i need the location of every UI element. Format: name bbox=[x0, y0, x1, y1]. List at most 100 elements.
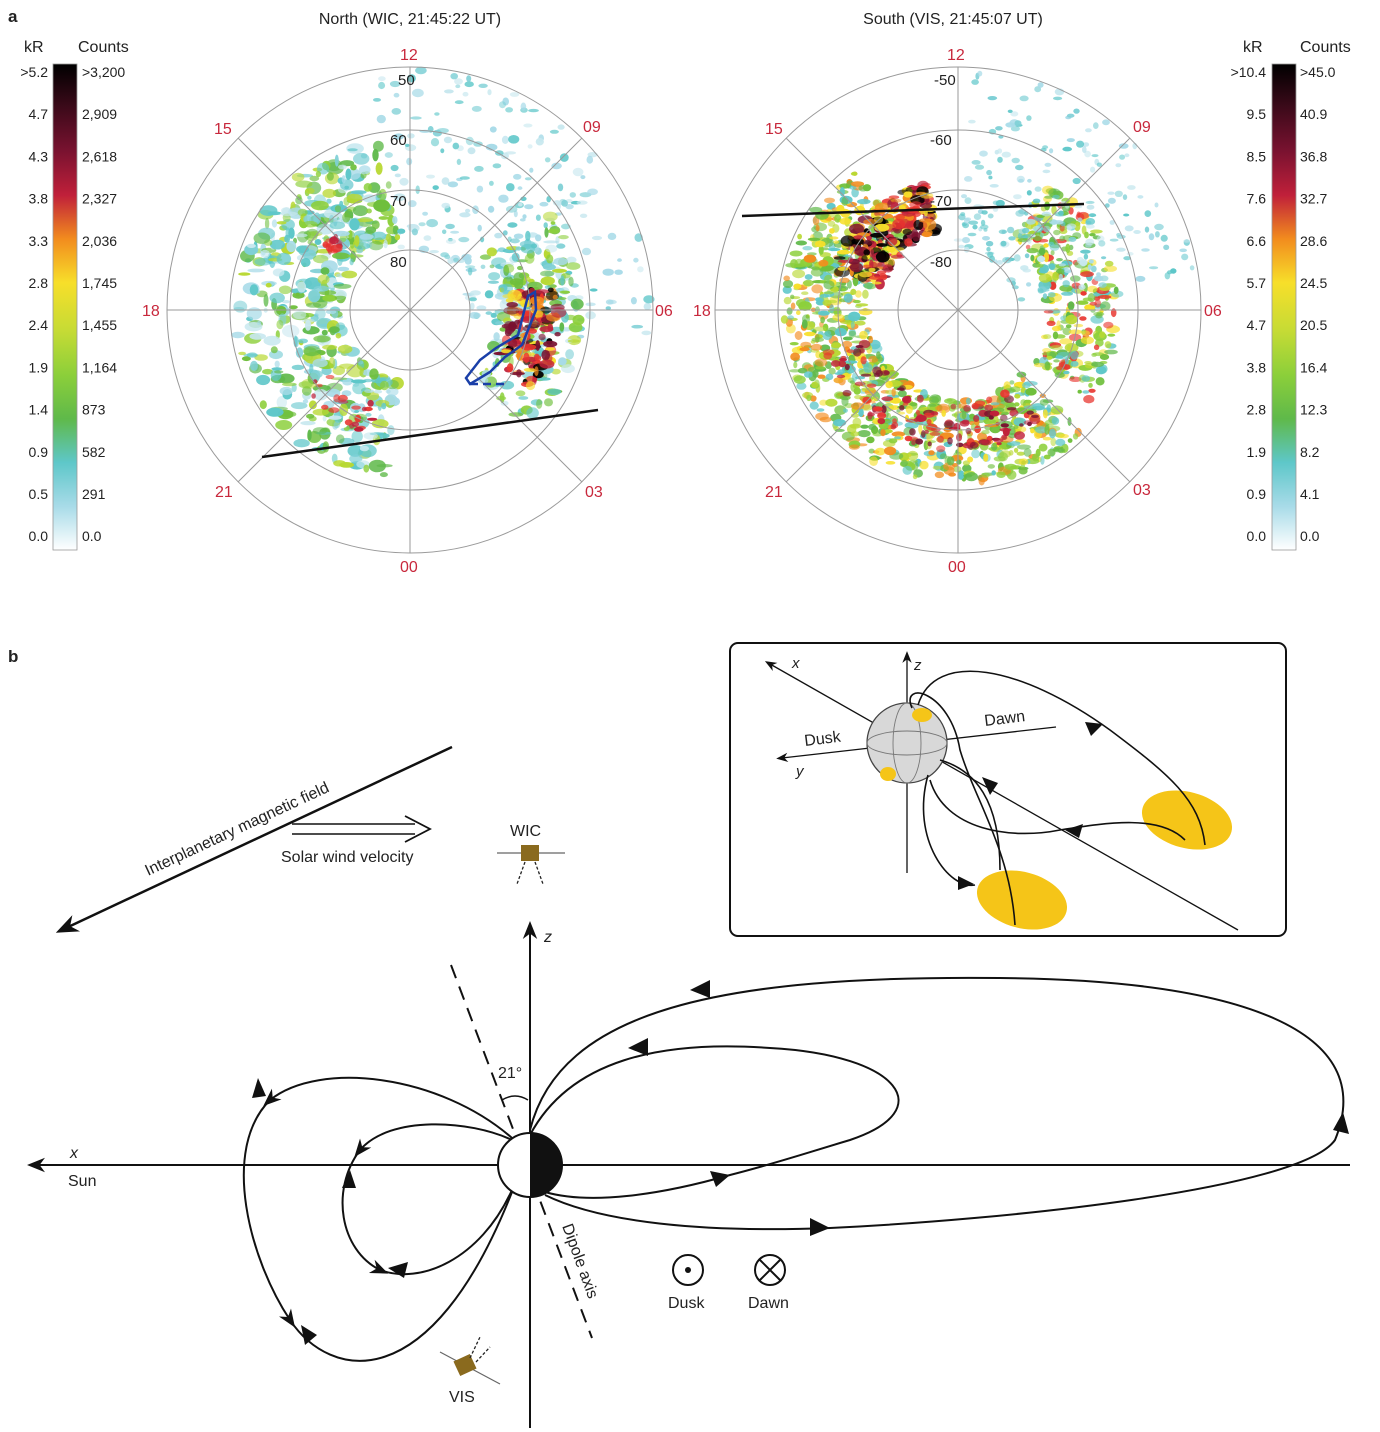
north-aurora-speck bbox=[347, 444, 364, 457]
north-mlt-12: 12 bbox=[400, 47, 418, 64]
south-aurora-speck bbox=[928, 450, 935, 456]
south-aurora-speck bbox=[1038, 247, 1046, 256]
south-aurora-speck bbox=[1102, 119, 1110, 126]
north-aurora-speck bbox=[485, 143, 498, 151]
south-aurora-speck bbox=[948, 472, 956, 477]
south-aurora-speck bbox=[943, 420, 955, 429]
north-aurora-speck bbox=[306, 413, 315, 419]
north-aurora-speck bbox=[367, 399, 374, 407]
north-aurora-speck bbox=[328, 357, 336, 369]
north-aurora-speck bbox=[385, 181, 392, 189]
north-aurora-speck bbox=[566, 256, 577, 264]
south-aurora-speck bbox=[1026, 282, 1032, 287]
south-aurora-speck bbox=[866, 383, 877, 388]
north-aurora-speck bbox=[462, 91, 469, 97]
north-aurora-speck bbox=[362, 194, 377, 203]
north-aurora-speck bbox=[311, 393, 316, 399]
south-aurora-speck bbox=[962, 464, 972, 473]
south-aurora-speck bbox=[963, 246, 970, 253]
north-aurora-speck bbox=[272, 268, 285, 277]
north-aurora-speck bbox=[238, 351, 247, 356]
north-aurora-speck bbox=[312, 408, 329, 416]
north-aurora-speck bbox=[565, 349, 574, 360]
south-aurora-speck bbox=[825, 398, 838, 407]
north-aurora-speck bbox=[389, 80, 401, 88]
south-aurora-speck bbox=[831, 342, 842, 349]
south-aurora-speck bbox=[981, 430, 990, 435]
panel-b-label: b bbox=[8, 647, 18, 666]
north-aurora-speck bbox=[355, 218, 374, 223]
north-aurora-speck bbox=[557, 124, 565, 130]
south-aurora-speck bbox=[852, 276, 859, 287]
south-aurora-speck bbox=[987, 464, 995, 469]
north-aurora-speck bbox=[501, 349, 512, 354]
wic-label: WIC bbox=[510, 823, 541, 840]
north-aurora-speck bbox=[505, 325, 515, 335]
north-aurora-speck bbox=[505, 151, 517, 155]
south-aurora-speck bbox=[1098, 364, 1108, 374]
inset-z-label: z bbox=[913, 657, 922, 674]
north-aurora-speck bbox=[378, 81, 386, 90]
south-aurora-speck bbox=[797, 367, 808, 374]
north-aurora-speck bbox=[561, 364, 575, 374]
north-aurora-speck bbox=[406, 157, 413, 166]
south-aurora-speck bbox=[1040, 455, 1045, 465]
north-aurora-speck bbox=[311, 200, 329, 211]
south-aurora-speck bbox=[799, 347, 810, 352]
south-aurora-speck bbox=[790, 294, 795, 300]
south-aurora-speck bbox=[876, 270, 887, 275]
south-aurora-speck bbox=[819, 399, 828, 406]
south-aurora-speck bbox=[1055, 438, 1066, 446]
south-aurora-speck bbox=[1027, 421, 1032, 427]
south-aurora-speck bbox=[984, 404, 993, 411]
north-aurora-speck bbox=[534, 355, 542, 362]
south-aurora-speck bbox=[855, 345, 864, 349]
south-aurora-speck bbox=[1082, 390, 1090, 394]
left-scale-kr-tick: 4.3 bbox=[29, 148, 49, 164]
north-aurora-speck bbox=[515, 246, 522, 251]
south-aurora-speck bbox=[1020, 399, 1027, 406]
south-aurora-speck bbox=[1077, 389, 1082, 394]
north-aurora-speck bbox=[308, 400, 317, 410]
north-aurora-speck bbox=[614, 269, 623, 275]
north-aurora-speck bbox=[570, 298, 584, 310]
left-scale-kr-tick: 2.8 bbox=[29, 275, 49, 291]
north-aurora-speck bbox=[544, 157, 551, 163]
north-blue-contour bbox=[464, 289, 538, 386]
north-aurora-speck bbox=[450, 73, 459, 80]
south-aurora-speck bbox=[887, 237, 898, 246]
south-aurora-speck bbox=[963, 405, 971, 412]
north-aurora-speck bbox=[372, 148, 379, 162]
north-aurora-speck bbox=[288, 227, 295, 239]
north-aurora-speck bbox=[552, 268, 567, 273]
south-aurora-speck bbox=[1049, 244, 1060, 251]
north-aurora-speck bbox=[381, 402, 387, 410]
north-aurora-speck bbox=[546, 196, 551, 203]
south-aurora-speck bbox=[1089, 301, 1097, 306]
south-aurora-speck bbox=[1101, 256, 1107, 260]
south-aurora-speck bbox=[841, 372, 851, 380]
north-aurora-speck bbox=[544, 285, 551, 289]
north-aurora-speck bbox=[276, 319, 284, 330]
north-aurora-speck bbox=[277, 373, 295, 384]
south-aurora-speck bbox=[1114, 190, 1123, 197]
south-aurora-speck bbox=[1000, 389, 1010, 398]
south-aurora-speck bbox=[1085, 238, 1095, 246]
north-aurora-speck bbox=[540, 276, 555, 286]
south-aurora-speck bbox=[898, 390, 907, 398]
right-counts-header: Counts bbox=[1300, 39, 1351, 56]
south-aurora-speck bbox=[793, 283, 802, 290]
north-aurora-speck bbox=[643, 295, 655, 304]
north-aurora-speck bbox=[330, 377, 348, 381]
south-aurora-speck bbox=[1069, 376, 1082, 382]
north-aurora-speck bbox=[257, 320, 262, 326]
north-aurora-speck bbox=[329, 326, 340, 334]
south-aurora-speck bbox=[809, 401, 819, 410]
south-aurora-speck bbox=[814, 240, 826, 248]
south-aurora-speck bbox=[786, 307, 793, 315]
south-aurora-speck bbox=[1065, 314, 1078, 325]
south-aurora-speck bbox=[1107, 333, 1116, 337]
south-aurora-speck bbox=[783, 296, 792, 305]
panel-a-label: a bbox=[8, 7, 18, 26]
south-aurora-speck bbox=[843, 293, 853, 303]
